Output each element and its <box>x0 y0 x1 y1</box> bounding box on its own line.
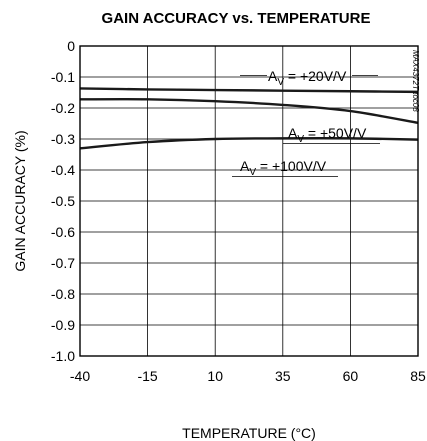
y-tick-label: -0.9 <box>51 317 75 333</box>
y-tick-label: -0.3 <box>51 131 75 147</box>
series-2-label-sub: V <box>297 134 304 145</box>
y-tick-label: -0.2 <box>51 100 75 116</box>
x-tick-label: -15 <box>137 368 157 384</box>
y-tick-label: -0.1 <box>51 69 75 85</box>
series-2-label: AV = +50V/V <box>288 125 367 145</box>
y-tick-label: 0 <box>67 38 75 54</box>
y-tick-label: -0.5 <box>51 193 75 209</box>
x-tick-label: 10 <box>207 368 223 384</box>
x-tick-label: 85 <box>410 368 426 384</box>
series-1-label: AV = +20V/V <box>268 68 347 88</box>
y-tick-label: -0.4 <box>51 162 75 178</box>
x-axis-ticks: -40 -15 10 35 60 85 <box>70 368 426 384</box>
series-2-label-rest: = +50V/V <box>304 125 367 141</box>
series-3-label-a: A <box>240 158 250 174</box>
plot-frame <box>79 45 419 357</box>
series-1-label-rest: = +20V/V <box>284 68 347 84</box>
series-2-label-a: A <box>288 125 298 141</box>
watermark: MAX4372T toc08 <box>411 50 420 112</box>
x-axis-label: TEMPERATURE (°C) <box>182 425 316 441</box>
series-3-label-rest: = +100V/V <box>256 158 327 174</box>
series-line-3 <box>79 137 419 150</box>
series-layer <box>79 87 419 150</box>
x-tick-label: 35 <box>275 368 291 384</box>
y-tick-label: -0.8 <box>51 286 75 302</box>
series-3-label: AV = +100V/V <box>240 158 327 178</box>
series-1-label-a: A <box>268 68 278 84</box>
y-axis-label: GAIN ACCURACY (%) <box>12 130 28 271</box>
y-tick-label: -1.0 <box>51 348 75 364</box>
y-tick-label: -0.6 <box>51 224 75 240</box>
x-tick-label: -40 <box>70 368 90 384</box>
series-3-label-sub: V <box>249 167 256 178</box>
y-tick-label: -0.7 <box>51 255 75 271</box>
series-line-2 <box>79 97 419 125</box>
y-axis-ticks: 0 -0.1 -0.2 -0.3 -0.4 -0.5 -0.6 -0.7 -0.8 -0.9 -1.… <box>51 38 75 364</box>
chart-title: GAIN ACCURACY vs. TEMPERATURE <box>102 10 371 27</box>
series-1-label-sub: V <box>277 77 284 88</box>
x-tick-label: 60 <box>343 368 359 384</box>
series-line-1 <box>79 87 419 94</box>
